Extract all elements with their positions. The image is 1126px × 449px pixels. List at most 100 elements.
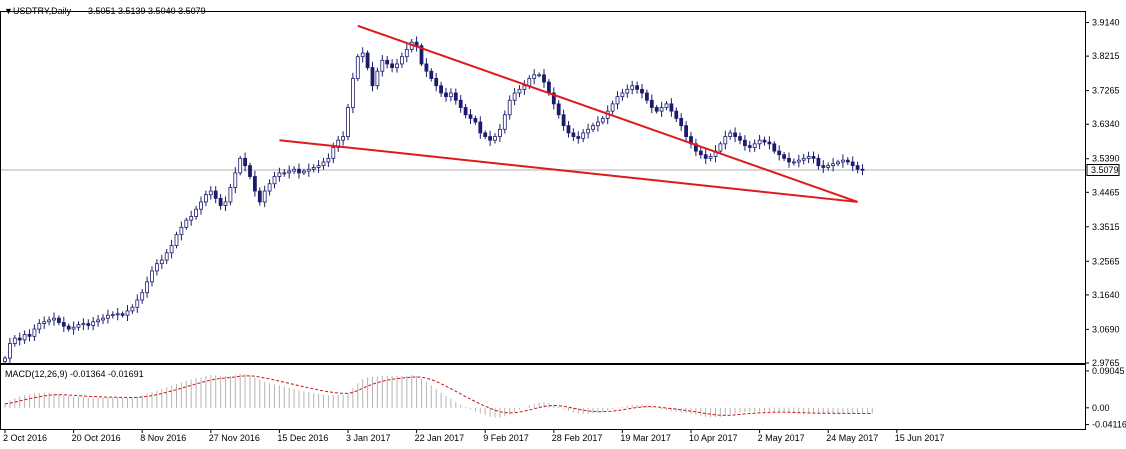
candle-body	[718, 143, 723, 152]
macd-tick-label: 0.00	[1092, 403, 1110, 413]
candle-body	[752, 143, 757, 148]
price-pane-frame	[0, 11, 1086, 364]
candle-body	[135, 299, 140, 308]
price-tick-label: 3.8215	[1092, 51, 1120, 61]
candle-body	[816, 157, 821, 167]
time-tick-label: 9 Feb 2017	[483, 433, 529, 443]
candle-body	[478, 121, 483, 134]
candle-body	[532, 74, 537, 79]
candle-body	[120, 313, 125, 316]
candle-body	[17, 337, 22, 341]
candle-body	[282, 172, 287, 175]
candle-body	[708, 156, 713, 159]
candle-body	[468, 114, 473, 119]
current-price-label: 3.5079	[1091, 165, 1119, 175]
price-tick-label: 3.2565	[1092, 256, 1120, 266]
candle-body	[777, 150, 782, 156]
candle-body	[733, 132, 737, 137]
candle-body	[189, 216, 194, 221]
macd-signal	[4, 375, 873, 416]
candle-body	[826, 165, 831, 168]
candle-body	[52, 317, 56, 321]
candle-body	[110, 314, 115, 316]
candle-body	[125, 310, 130, 316]
candle-body	[370, 67, 375, 87]
candle-body	[566, 125, 571, 134]
candle-body	[213, 190, 218, 199]
candle-body	[218, 197, 223, 206]
candle-body	[542, 74, 546, 83]
candle-body	[257, 190, 262, 203]
candle-body	[341, 136, 346, 141]
candle-body	[845, 159, 850, 163]
lower-trendline	[279, 139, 858, 203]
candle-body	[792, 161, 796, 164]
chart-symbol: USDTRY,Daily	[13, 6, 72, 16]
candle-body	[473, 118, 478, 123]
candle-body	[91, 321, 96, 326]
candle-body	[522, 85, 527, 90]
candle-body	[262, 190, 267, 203]
macd-header: MACD(12,26,9) -0.01364 -0.01691	[5, 369, 144, 379]
candle-body	[130, 306, 135, 312]
price-tick-label: 3.1640	[1092, 290, 1120, 300]
candle-body	[517, 88, 522, 94]
time-tick-label: 27 Nov 2016	[209, 433, 260, 443]
candle-body	[311, 167, 316, 170]
candle-body	[684, 125, 688, 137]
header-arrow-icon[interactable]: ▼	[4, 6, 13, 16]
candle-body	[346, 107, 350, 137]
candle-body	[243, 157, 248, 167]
candle-body	[463, 107, 468, 116]
time-tick-label: 2 May 2017	[758, 433, 805, 443]
candle-body	[782, 154, 786, 159]
candle-body	[581, 132, 586, 139]
candle-body	[32, 328, 37, 337]
candle-body	[512, 92, 517, 101]
candle-body	[694, 143, 698, 152]
candle-body	[640, 88, 644, 94]
candle-body	[287, 170, 292, 174]
candle-body	[145, 281, 150, 294]
candle-body	[350, 78, 355, 108]
candle-body	[248, 165, 252, 177]
candle-body	[434, 78, 439, 87]
candle-body	[42, 321, 47, 324]
candle-body	[404, 49, 409, 58]
candle-body	[199, 201, 203, 210]
candle-body	[488, 136, 493, 141]
candle-body	[497, 128, 502, 137]
candle-body	[169, 245, 174, 254]
candle-body	[821, 165, 826, 168]
candle-body	[22, 334, 27, 341]
candle-body	[453, 92, 458, 101]
candle-body	[806, 156, 811, 159]
candle-body	[556, 103, 561, 116]
candle-body	[630, 85, 635, 90]
candle-body	[458, 99, 463, 108]
candle-body	[551, 92, 556, 105]
candle-body	[297, 168, 301, 174]
candle-body	[591, 125, 595, 130]
candle-body	[600, 118, 605, 123]
candle-body	[360, 52, 365, 58]
candle-body	[37, 323, 42, 330]
candle-body	[664, 103, 669, 108]
candle-body	[649, 99, 654, 108]
macd-tick-label: -0.04116	[1092, 420, 1126, 430]
candle-body	[306, 168, 311, 172]
candle-body	[355, 56, 360, 79]
candle-body	[321, 161, 326, 167]
candle-body	[375, 70, 380, 87]
candle-body	[728, 132, 733, 137]
price-tick-label: 3.9140	[1092, 18, 1120, 28]
macd-axis: 0.09045 0.00 -0.04116	[1085, 366, 1126, 430]
price-tick-label: 3.6340	[1092, 119, 1120, 129]
candle-body	[772, 143, 777, 152]
time-tick-label: 15 Dec 2016	[277, 433, 328, 443]
candle-body	[96, 319, 100, 323]
candle-body	[7, 343, 12, 359]
candle-body	[395, 63, 399, 68]
time-tick-label: 2 Oct 2016	[3, 433, 47, 443]
time-tick-label: 20 Oct 2016	[72, 433, 121, 443]
